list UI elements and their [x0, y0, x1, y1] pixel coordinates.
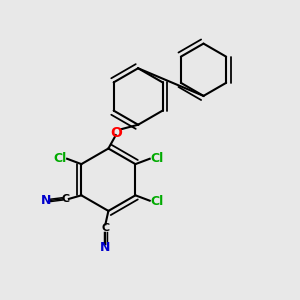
Text: Cl: Cl [150, 195, 164, 208]
Text: Cl: Cl [150, 152, 164, 165]
Text: C: C [62, 194, 70, 204]
Text: O: O [110, 126, 122, 140]
Text: Cl: Cl [53, 152, 67, 165]
Text: C: C [101, 223, 110, 233]
Text: N: N [41, 194, 52, 207]
Text: N: N [100, 241, 111, 254]
